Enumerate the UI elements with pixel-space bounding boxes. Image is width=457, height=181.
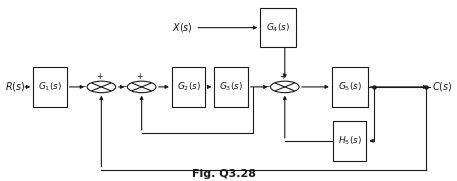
FancyBboxPatch shape [333, 121, 367, 161]
Text: −: − [120, 82, 126, 91]
Text: $H_5(s)$: $H_5(s)$ [338, 134, 361, 147]
Text: +: + [136, 71, 143, 81]
FancyBboxPatch shape [332, 67, 367, 107]
Text: $X(s)$: $X(s)$ [172, 21, 193, 34]
Text: +: + [96, 71, 102, 81]
Text: $G_5(s)$: $G_5(s)$ [338, 81, 362, 93]
FancyBboxPatch shape [260, 8, 296, 47]
Text: $G_2(s)$: $G_2(s)$ [176, 81, 201, 93]
FancyBboxPatch shape [214, 67, 248, 107]
Text: $R(s)$: $R(s)$ [5, 80, 26, 93]
Text: +: + [279, 71, 286, 81]
Text: $G_1(s)$: $G_1(s)$ [38, 81, 62, 93]
Text: $G_3(s)$: $G_3(s)$ [219, 81, 243, 93]
FancyBboxPatch shape [172, 67, 205, 107]
Circle shape [128, 81, 156, 93]
Text: −: − [80, 82, 86, 91]
Circle shape [87, 81, 116, 93]
FancyBboxPatch shape [33, 67, 67, 107]
Circle shape [271, 81, 299, 93]
Text: $C(s)$: $C(s)$ [432, 80, 453, 93]
Text: Fig. Q3.28: Fig. Q3.28 [192, 169, 256, 178]
Text: −: − [263, 82, 269, 91]
Text: $G_4(s)$: $G_4(s)$ [266, 21, 290, 34]
